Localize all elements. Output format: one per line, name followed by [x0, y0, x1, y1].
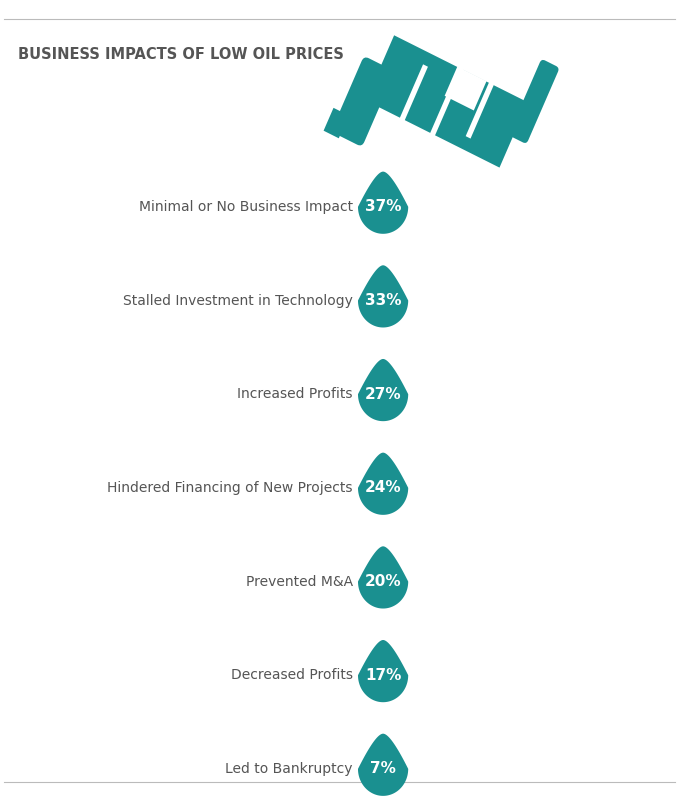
Text: 27%: 27% [365, 387, 401, 401]
Text: 33%: 33% [365, 293, 401, 308]
Text: Decreased Profits: Decreased Profits [231, 668, 353, 682]
Polygon shape [358, 171, 408, 234]
Polygon shape [358, 359, 408, 421]
Text: Led to Bankruptcy: Led to Bankruptcy [225, 762, 353, 776]
Text: Prevented M&A: Prevented M&A [246, 574, 353, 589]
Bar [445, 66, 487, 111]
Text: 24%: 24% [365, 481, 401, 495]
Text: BUSINESS IMPACTS OF LOW OIL PRICES: BUSINESS IMPACTS OF LOW OIL PRICES [18, 47, 344, 62]
Text: 7%: 7% [370, 762, 396, 776]
Polygon shape [358, 265, 408, 328]
Bar [324, 108, 349, 139]
Text: 17%: 17% [365, 668, 401, 682]
Text: Hindered Financing of New Projects: Hindered Financing of New Projects [107, 481, 353, 495]
FancyBboxPatch shape [333, 58, 393, 146]
Bar [392, 64, 428, 139]
Polygon shape [358, 453, 408, 515]
Polygon shape [358, 640, 408, 702]
Text: Stalled Investment in Technology: Stalled Investment in Technology [123, 293, 353, 308]
Bar [428, 64, 465, 139]
Bar [443, 89, 489, 143]
Polygon shape [358, 734, 408, 796]
Text: 20%: 20% [365, 574, 401, 589]
Text: Increased Profits: Increased Profits [238, 387, 353, 401]
Bar [466, 64, 502, 139]
Polygon shape [358, 546, 408, 609]
Text: 37%: 37% [365, 199, 401, 215]
FancyBboxPatch shape [509, 60, 559, 143]
Bar [366, 35, 528, 167]
Text: Minimal or No Business Impact: Minimal or No Business Impact [139, 199, 353, 214]
Bar [339, 102, 356, 123]
